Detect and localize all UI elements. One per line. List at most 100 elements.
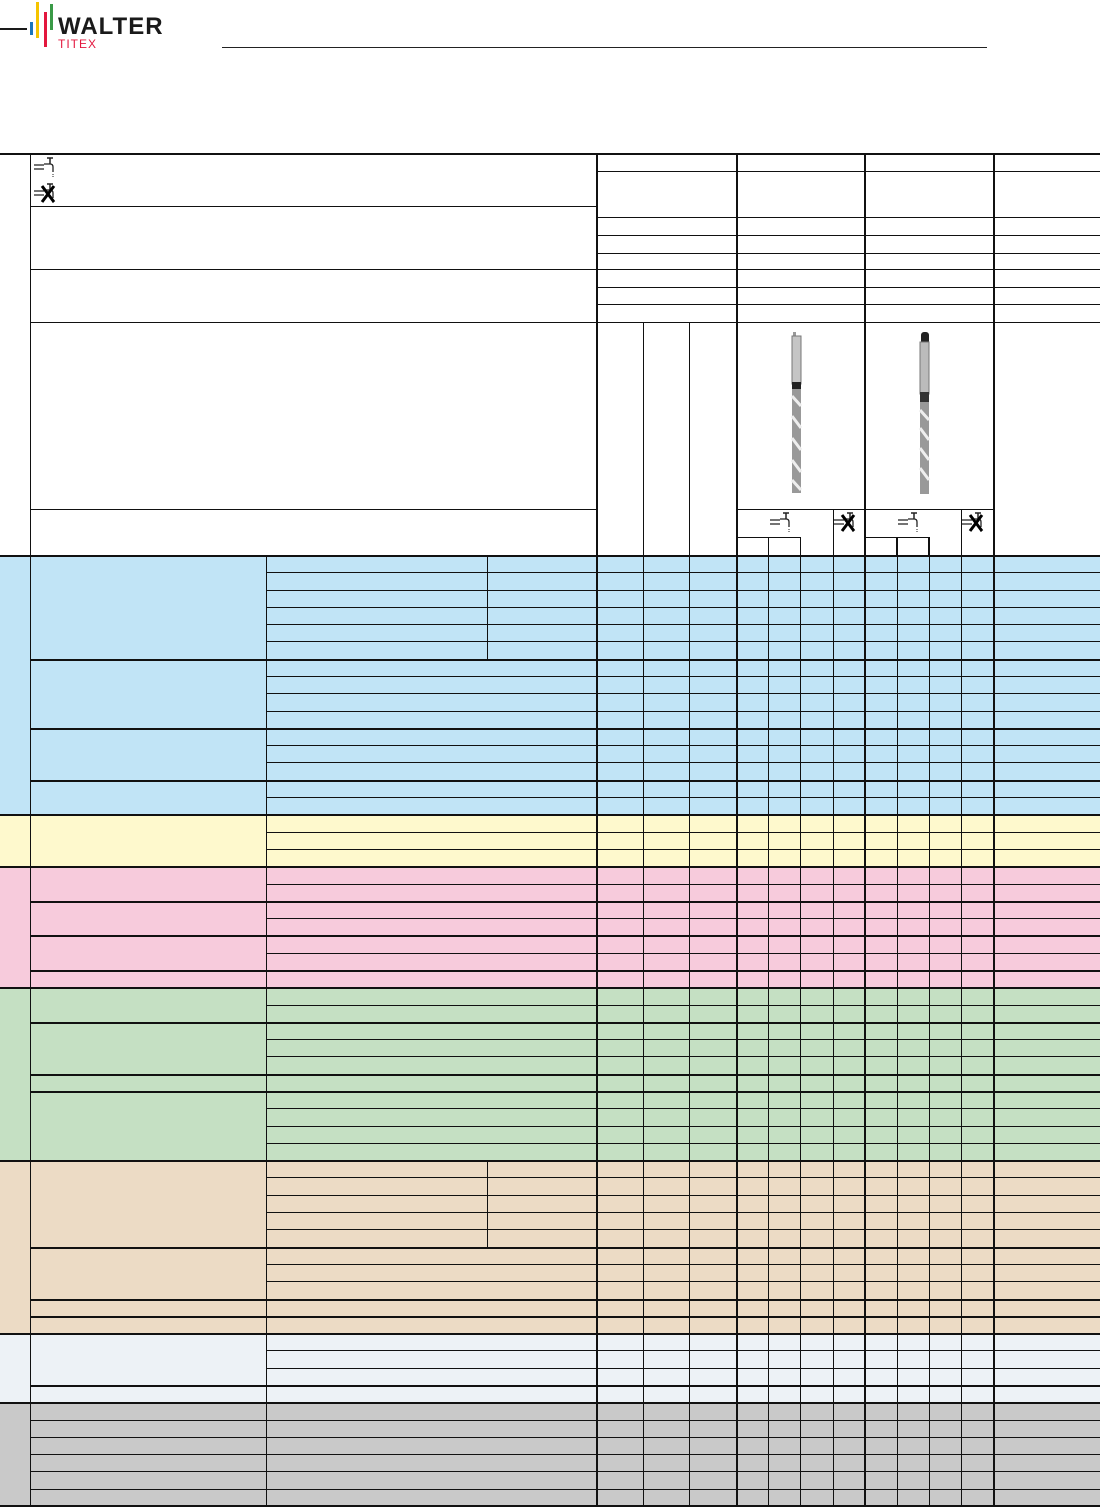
grid-line (30, 1299, 1100, 1301)
grid-line (30, 866, 1100, 868)
grid-line (487, 1160, 488, 1247)
grid-line (30, 901, 1100, 903)
grid-line (266, 1368, 1100, 1369)
grid-line (266, 555, 267, 1506)
grid-line (266, 1229, 1100, 1230)
grid-line (30, 322, 596, 323)
material-group-band (0, 555, 1100, 815)
grid-line (993, 153, 995, 1506)
grid-line (596, 269, 1100, 270)
grid-line (266, 1126, 1100, 1127)
grid-line (30, 1471, 1100, 1472)
grid-line (596, 171, 1100, 172)
grid-line (266, 711, 1100, 712)
grid-line (30, 509, 596, 510)
grid-line (266, 1108, 1100, 1109)
grid-line (596, 322, 1100, 323)
grid-line (864, 153, 866, 1506)
grid-line (897, 537, 898, 1506)
grid-line (266, 849, 1100, 850)
grid-line (30, 206, 596, 207)
grid-line (30, 659, 1100, 661)
grid-line (30, 1489, 1100, 1490)
grid-line (736, 509, 993, 510)
grid-line (30, 555, 1100, 557)
grid-line (736, 153, 738, 1506)
grid-line (30, 987, 1100, 989)
grid-line (266, 572, 1100, 573)
grid-line (266, 953, 1100, 954)
grid-line (266, 1195, 1100, 1196)
grid-line (30, 780, 1100, 782)
grid-line (266, 607, 1100, 608)
grid-line (266, 641, 1100, 642)
grid-line (596, 153, 598, 1506)
grid-line (266, 1177, 1100, 1178)
svg-text:WALTER: WALTER (58, 13, 164, 40)
grid-line (266, 1350, 1100, 1351)
grid-line (689, 322, 690, 1506)
grid-line (266, 1143, 1100, 1144)
grid-line (596, 217, 1100, 218)
grid-line (596, 253, 1100, 254)
grid-line (266, 1056, 1100, 1057)
grid-line (596, 235, 1100, 236)
grid-line (266, 884, 1100, 885)
grid-line (833, 509, 834, 555)
grid-line (643, 322, 644, 1506)
grid-line (30, 1316, 1100, 1318)
grid-line (768, 537, 769, 1506)
walter-titex-logo: WALTER TITEX (0, 0, 205, 51)
grid-line (30, 1022, 1100, 1024)
grid-line (929, 537, 930, 1506)
grid-line (266, 1212, 1100, 1213)
coolant-icon (34, 156, 60, 183)
cylindrical-shank-drill-image (786, 330, 810, 505)
grid-line (30, 1437, 1100, 1438)
grid-line (30, 1420, 1100, 1421)
grid-line (266, 676, 1100, 677)
grid-line (266, 762, 1100, 763)
grid-line (266, 693, 1100, 694)
grid-line (928, 537, 929, 555)
grid-line (266, 624, 1100, 625)
taper-shank-drill-image (914, 330, 938, 505)
grid-line (266, 1264, 1100, 1265)
coolant-icon (898, 511, 924, 538)
grid-line (30, 1454, 1100, 1455)
grid-line (896, 537, 897, 555)
grid-line (30, 1074, 1100, 1076)
grid-line (30, 1333, 1100, 1335)
no-coolant-icon (34, 182, 60, 209)
grid-line (0, 1505, 1100, 1507)
grid-line (266, 918, 1100, 919)
grid-line (833, 537, 834, 1506)
grid-line (30, 1247, 1100, 1249)
grid-line (266, 745, 1100, 746)
grid-line (30, 1160, 1100, 1162)
grid-line (266, 1039, 1100, 1040)
grid-line (30, 1402, 1100, 1403)
grid-line (266, 1281, 1100, 1282)
grid-line (487, 555, 488, 659)
grid-line (30, 970, 1100, 972)
grid-line (30, 1091, 1100, 1093)
grid-line (961, 509, 962, 555)
header-rule (222, 47, 987, 48)
grid-line (0, 1402, 1100, 1404)
svg-text:TITEX: TITEX (58, 37, 97, 50)
grid-line (30, 1385, 1100, 1387)
grid-line (30, 269, 596, 270)
grid-line (266, 590, 1100, 591)
no-coolant-icon (962, 511, 988, 538)
material-group-band (0, 814, 1100, 867)
grid-line (0, 153, 1100, 155)
grid-line (961, 537, 962, 1506)
grid-line (266, 1195, 487, 1196)
grid-line (266, 1005, 1100, 1006)
grid-line (266, 832, 1100, 833)
grid-line (596, 287, 1100, 288)
grid-line (266, 797, 1100, 798)
coolant-icon (770, 511, 796, 538)
no-coolant-icon (834, 511, 860, 538)
